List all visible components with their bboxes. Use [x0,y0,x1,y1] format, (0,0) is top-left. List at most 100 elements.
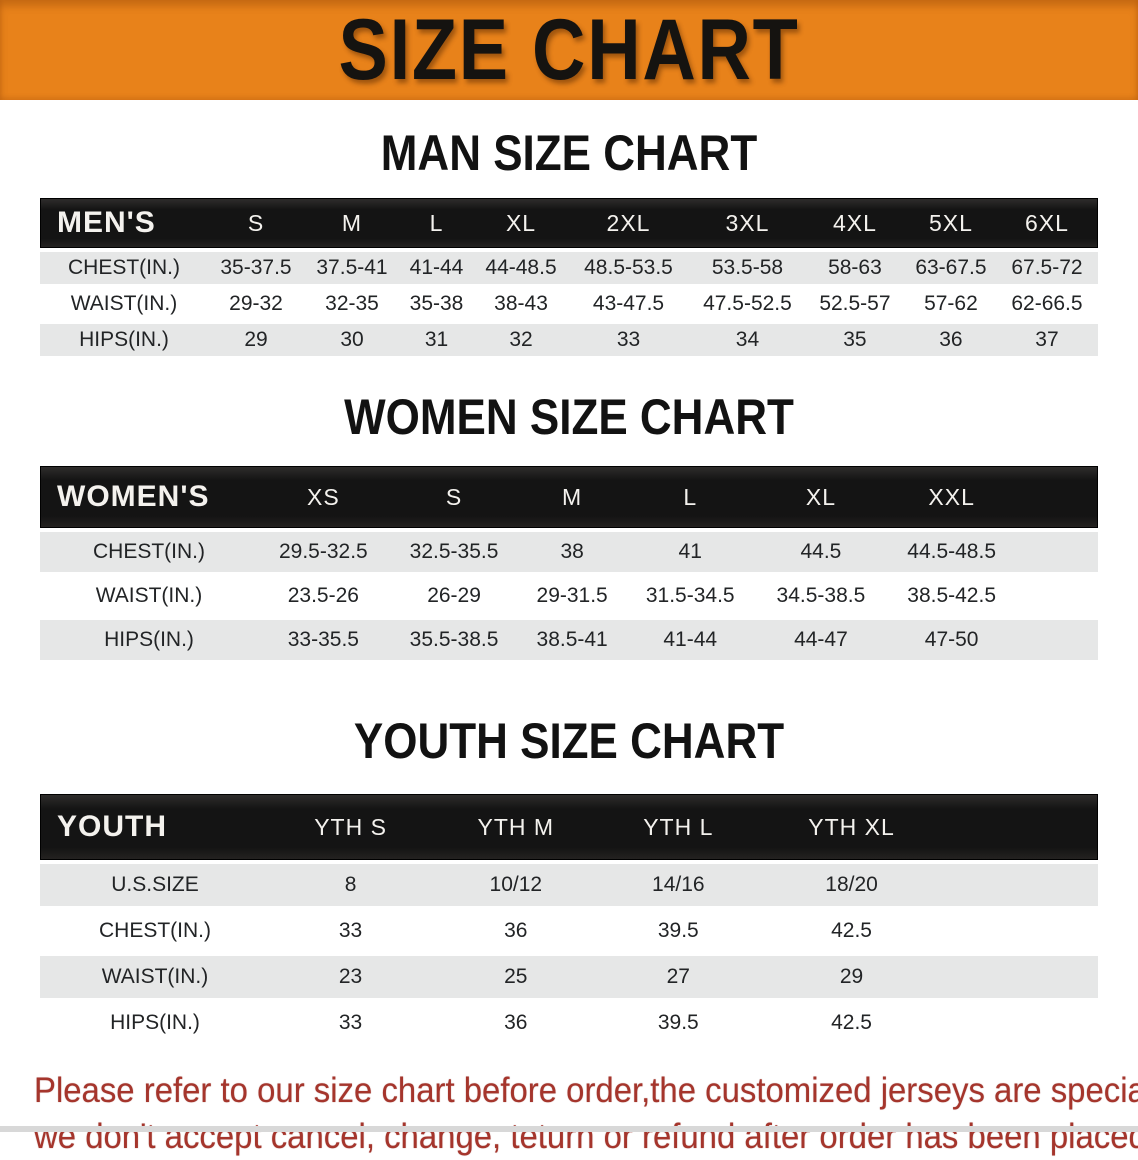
measurement-value: 36 [431,910,601,952]
measurement-value: 36 [902,324,999,356]
size-chart-banner: SIZE CHART [0,0,1138,100]
youth-section-heading: YOUTH SIZE CHART [353,713,785,769]
measurement-value: 38.5-41 [519,620,625,660]
measurement-value: 39.5 [600,910,757,952]
measurement-value: 67.5-72 [998,252,1095,284]
measurement-value: 44-47 [755,620,887,660]
bottom-divider [0,1126,1138,1132]
table-row: HIPS(IN.) 33 36 39.5 42.5 [40,1002,1098,1044]
size-table: YOUTH YTH S YTH M YTH L YTH XL U.S.SIZE 8 10/12… [40,790,1098,1048]
measurement-value: 44.5 [755,532,887,572]
table-row: CHEST(IN.) 33 36 39.5 42.5 [40,910,1098,952]
table-title-cell: YOUTH [40,794,270,860]
size-column-header: YTH S [270,794,432,860]
measurement-value: 47.5-52.5 [687,288,807,320]
measurement-label: WAIST(IN.) [40,288,208,320]
measurement-label: CHEST(IN.) [40,532,258,572]
measurement-value: 14/16 [600,864,757,906]
measurement-value: 38.5-42.5 [886,576,1017,616]
size-column-header: YTH M [431,794,601,860]
size-column-header: L [624,466,756,528]
row-spacer-cell [1017,532,1098,572]
men-section-heading: MAN SIZE CHART [380,125,758,181]
measurement-value: 39.5 [600,1002,757,1044]
measurement-value: 41-44 [624,620,756,660]
disclaimer-line-1: Please refer to our size chart before or… [34,1071,1138,1110]
size-column-header: XL [473,198,570,248]
row-spacer-cell [1095,252,1098,284]
women-size-table-wrap: WOMEN'S XS S M L XL XXL CHEST(IN.) 29.5-32.5 32.5… [40,462,1098,664]
measurement-value: 18/20 [756,864,947,906]
row-spacer-cell [1017,620,1098,660]
size-column-header: 3XL [687,198,807,248]
measurement-value: 34.5-38.5 [755,576,887,616]
table-row: HIPS(IN.) 33-35.5 35.5-38.5 38.5-41 41-44 44-… [40,620,1098,660]
measurement-value: 29 [208,324,304,356]
row-spacer-cell [947,1002,1098,1044]
measurement-value: 32.5-35.5 [388,532,520,572]
measurement-label: WAIST(IN.) [40,576,258,616]
banner-title: SIZE CHART [338,2,800,98]
measurement-value: 32-35 [304,288,400,320]
measurement-value: 29-32 [208,288,304,320]
measurement-value: 44-48.5 [473,252,570,284]
measurement-value: 48.5-53.5 [569,252,688,284]
measurement-value: 25 [431,956,601,998]
women-section-heading: WOMEN SIZE CHART [344,389,794,445]
measurement-value: 36 [431,1002,601,1044]
measurement-label: HIPS(IN.) [40,1002,270,1044]
measurement-value: 31.5-34.5 [624,576,756,616]
measurement-value: 29 [756,956,947,998]
size-column-header: 6XL [998,198,1095,248]
measurement-label: HIPS(IN.) [40,324,208,356]
size-column-header: XL [755,466,887,528]
table-row: HIPS(IN.) 29 30 31 32 33 34 35 36 37 [40,324,1098,356]
youth-size-section: YOUTH SIZE CHART YOUTH YTH S YTH M YTH L YTH… [0,716,1138,1048]
measurement-value: 27 [600,956,757,998]
measurement-value: 35 [806,324,903,356]
table-title-cell: WOMEN'S [40,466,258,528]
header-spacer-cell [947,794,1098,860]
measurement-value: 8 [270,864,432,906]
table-title-cell: MEN'S [40,198,208,248]
measurement-value: 33 [569,324,688,356]
measurement-value: 41-44 [400,252,474,284]
measurement-value: 10/12 [431,864,601,906]
measurement-value: 26-29 [388,576,520,616]
measurement-value: 58-63 [806,252,903,284]
table-row: CHEST(IN.) 35-37.5 37.5-41 41-44 44-48.5 48.5… [40,252,1098,284]
measurement-value: 38 [519,532,625,572]
table-row: WAIST(IN.) 23 25 27 29 [40,956,1098,998]
measurement-value: 30 [304,324,400,356]
table-row: WAIST(IN.) 29-32 32-35 35-38 38-43 43-47.5 47.… [40,288,1098,320]
table-header-row: YOUTH YTH S YTH M YTH L YTH XL [40,794,1098,860]
size-column-header: S [388,466,520,528]
measurement-value: 62-66.5 [998,288,1095,320]
row-spacer-cell [947,956,1098,998]
measurement-value: 37.5-41 [304,252,400,284]
measurement-value: 31 [400,324,474,356]
size-column-header: 5XL [902,198,999,248]
table-row: WAIST(IN.) 23.5-26 26-29 29-31.5 31.5-34.5 34… [40,576,1098,616]
measurement-value: 63-67.5 [902,252,999,284]
size-column-header: XXL [886,466,1017,528]
measurement-value: 41 [624,532,756,572]
row-spacer-cell [947,864,1098,906]
disclaimer-text: Please refer to our size chart before or… [34,1068,1138,1160]
measurement-value: 34 [687,324,807,356]
measurement-label: CHEST(IN.) [40,910,270,952]
size-column-header: XS [258,466,389,528]
measurement-value: 35-37.5 [208,252,304,284]
disclaimer-line-2: we don't accept cancel, change, teturn o… [34,1117,1138,1156]
measurement-value: 38-43 [473,288,570,320]
measurement-label: WAIST(IN.) [40,956,270,998]
measurement-value: 32 [473,324,570,356]
measurement-value: 33 [270,1002,432,1044]
size-column-header: S [208,198,304,248]
measurement-value: 42.5 [756,1002,947,1044]
row-spacer-cell [1095,324,1098,356]
size-column-header: 4XL [806,198,903,248]
size-table: WOMEN'S XS S M L XL XXL CHEST(IN.) 29.5-32.5 32.5… [40,462,1098,664]
measurement-value: 37 [998,324,1095,356]
row-spacer-cell [1017,576,1098,616]
